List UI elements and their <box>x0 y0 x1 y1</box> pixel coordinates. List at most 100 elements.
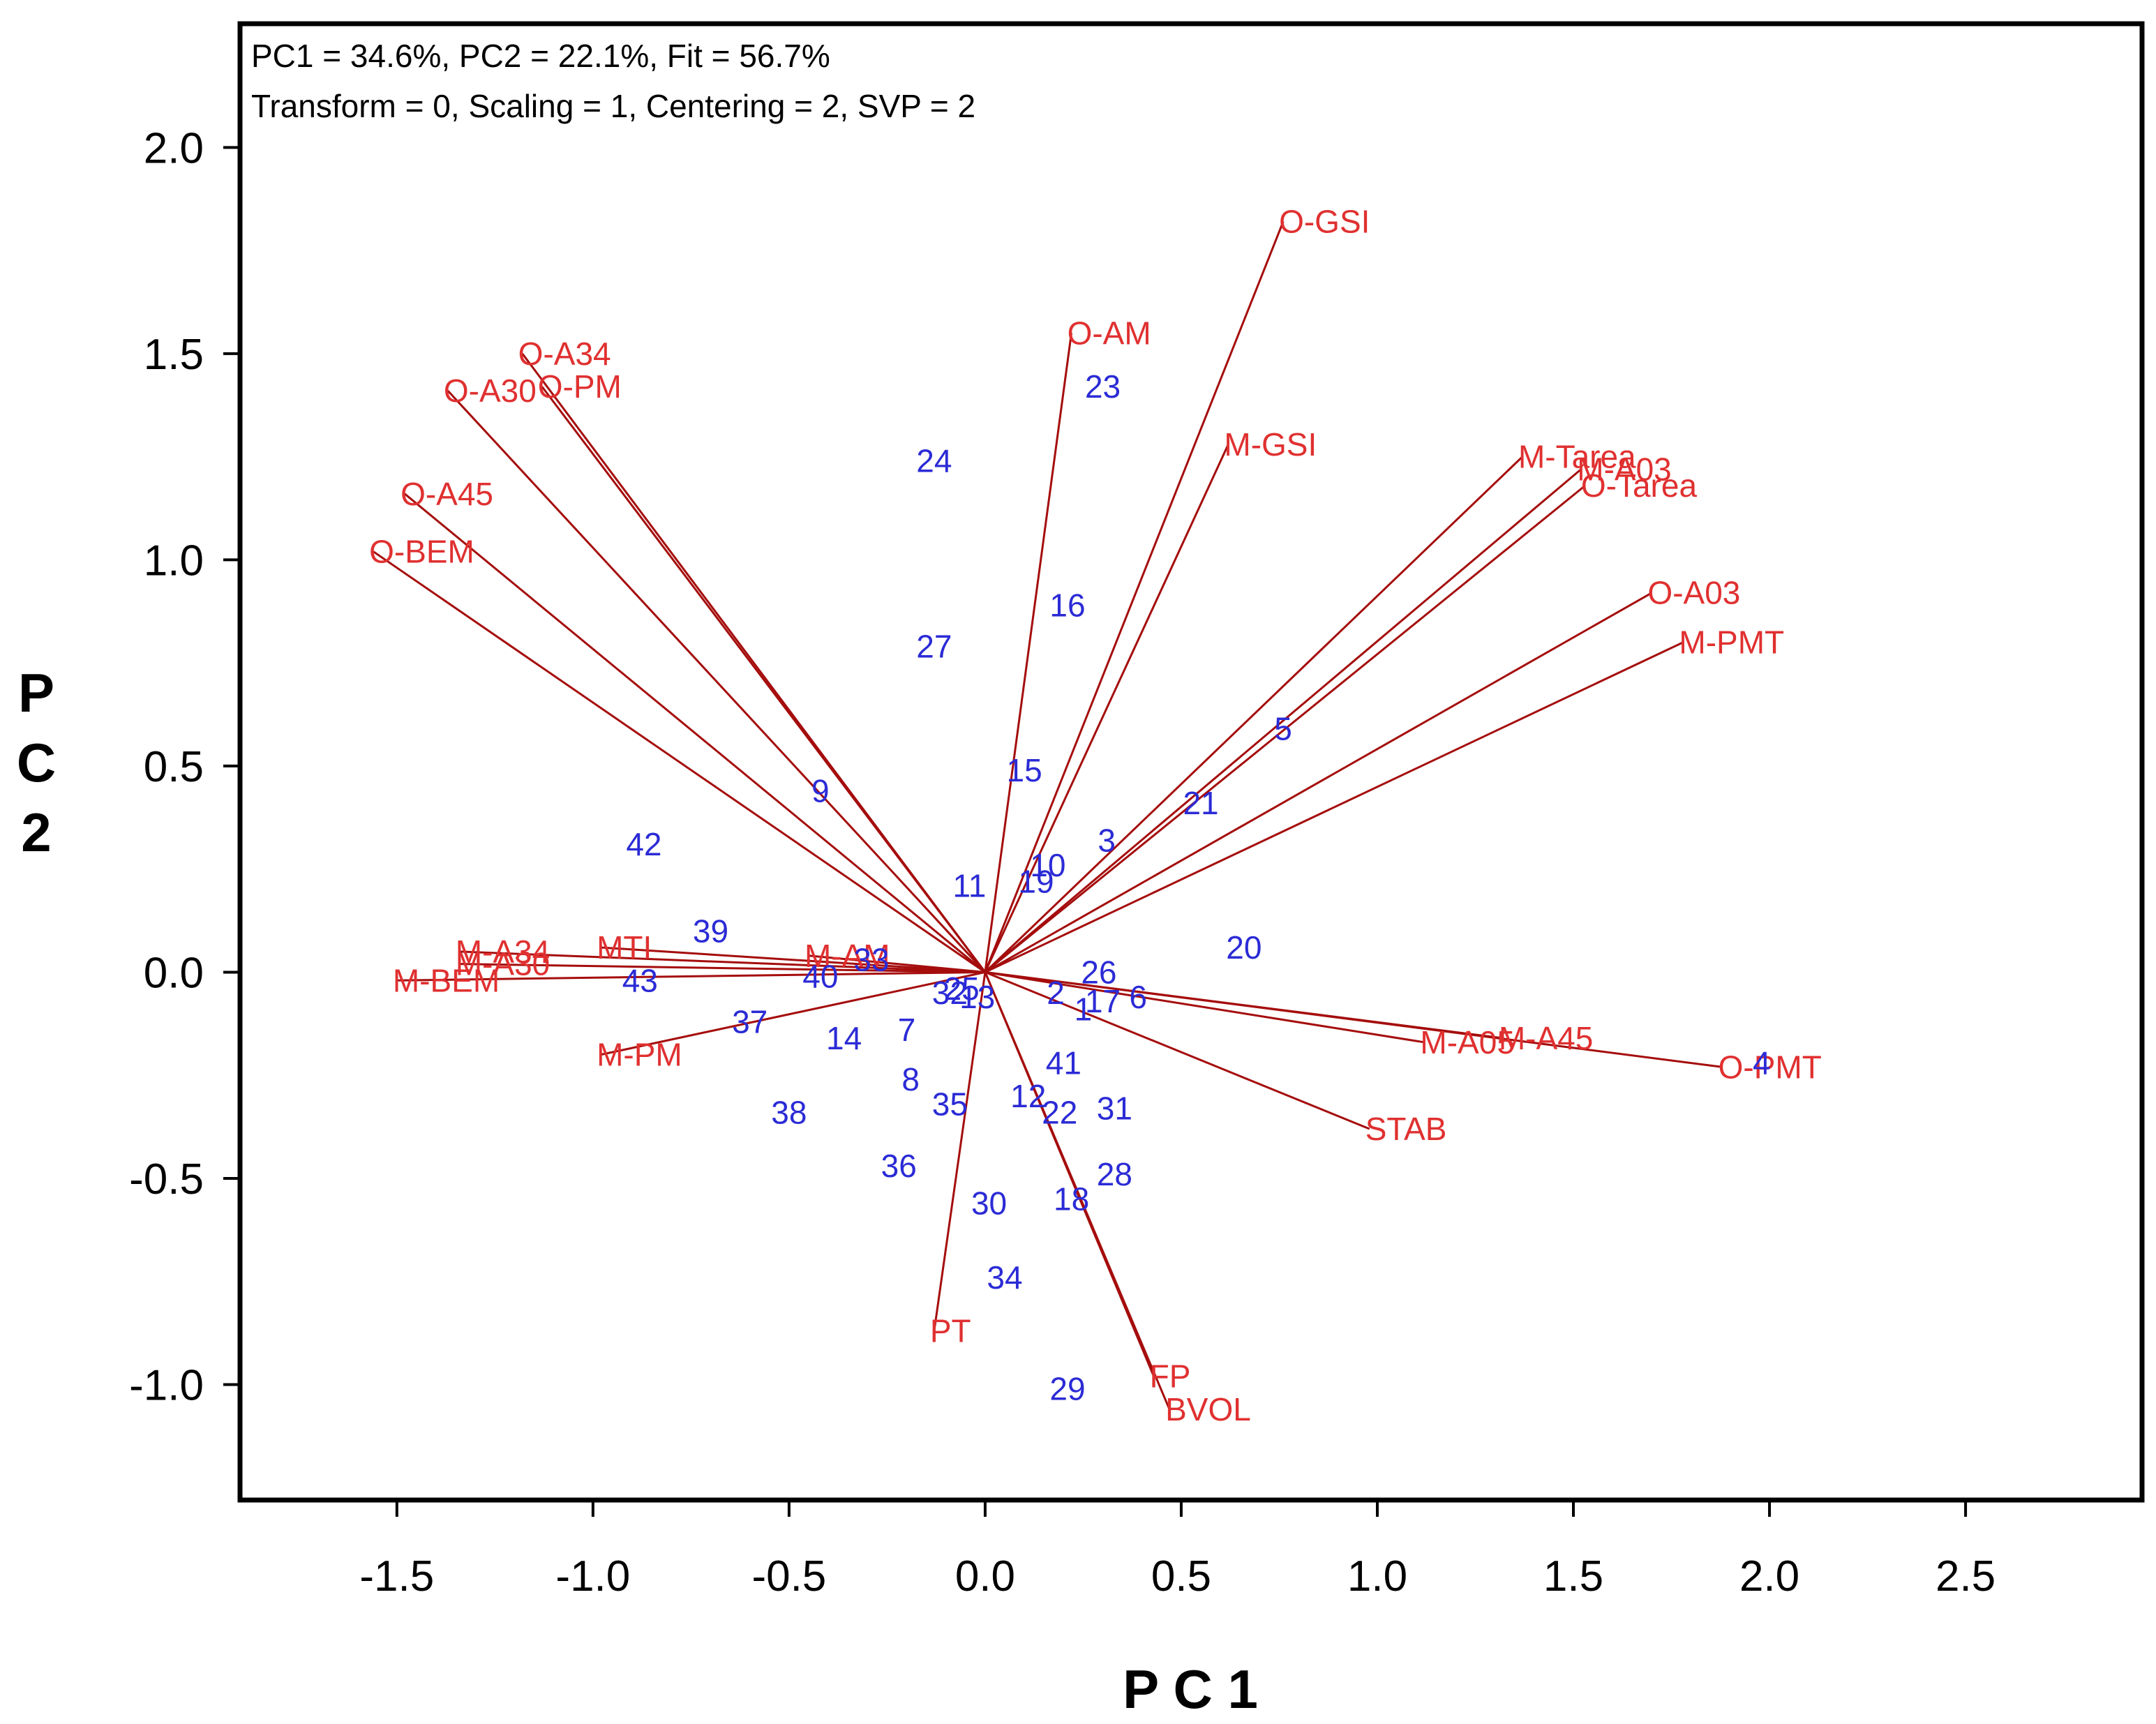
observation-point-38: 38 <box>771 1094 807 1130</box>
vector-label-m-pm: M-PM <box>597 1037 682 1073</box>
vector-label-stab: STAB <box>1365 1111 1447 1147</box>
y-axis-title-line-1: P <box>18 662 54 724</box>
observation-point-37: 37 <box>732 1003 768 1040</box>
vector-line-m-pmt <box>985 641 1684 973</box>
x-tick-label: 2.0 <box>1739 1552 1799 1601</box>
x-tick-label: -1.0 <box>555 1552 630 1601</box>
x-tick-label: -1.5 <box>359 1552 434 1601</box>
observation-point-23: 23 <box>1085 368 1121 405</box>
vector-label-m-a30: M-A30 <box>456 946 550 982</box>
observation-point-9: 9 <box>811 772 830 809</box>
vector-label-o-pm: O-PM <box>538 368 622 405</box>
observation-point-30: 30 <box>971 1185 1007 1221</box>
vector-label-pt: PT <box>930 1313 971 1349</box>
vector-line-m-bem <box>396 970 985 982</box>
y-tick-label: 1.0 <box>144 537 204 585</box>
observation-point-15: 15 <box>1007 752 1042 788</box>
vector-label-o-pmt: O-PMT <box>1719 1049 1822 1085</box>
observation-point-1: 1 <box>1075 991 1093 1028</box>
observation-point-3: 3 <box>1098 822 1116 858</box>
vector-label-m-a03: M-A03 <box>1577 451 1671 487</box>
vector-label-m-pmt: M-PMT <box>1679 624 1784 661</box>
y-tick-label: 2.0 <box>144 124 204 172</box>
vector-label-o-a30: O-A30 <box>444 373 537 409</box>
vector-line-o-a03 <box>985 592 1653 973</box>
observation-point-13: 13 <box>959 979 995 1015</box>
x-tick-label: 1.5 <box>1543 1552 1603 1601</box>
vector-line-m-pm <box>600 970 986 1056</box>
vector-line-m-a03 <box>984 468 1582 973</box>
observation-point-40: 40 <box>802 958 838 994</box>
vector-label-m-am: M-AM <box>804 938 890 974</box>
vector-line-stab <box>985 971 1370 1130</box>
observation-point-2: 2 <box>1047 975 1065 1011</box>
vector-label-m-a45: M-A45 <box>1499 1020 1593 1056</box>
observation-point-35: 35 <box>932 1086 968 1123</box>
x-tick-label: -0.5 <box>751 1552 826 1601</box>
settings-annotation: Transform = 0, Scaling = 1, Centering = … <box>251 88 975 124</box>
observation-point-5: 5 <box>1274 711 1292 747</box>
observation-point-12: 12 <box>1010 1078 1046 1114</box>
y-tick-label: 0.0 <box>144 949 204 997</box>
observation-point-7: 7 <box>898 1012 916 1048</box>
observation-point-42: 42 <box>626 826 661 862</box>
x-tick-label: 2.5 <box>1936 1552 1996 1601</box>
vector-label-o-tarea: O-Tarea <box>1581 467 1698 504</box>
observation-point-36: 36 <box>881 1148 917 1184</box>
vector-line-o-pm <box>541 386 987 973</box>
vector-line-pt <box>933 972 987 1331</box>
observation-point-33: 33 <box>853 942 889 978</box>
observation-point-43: 43 <box>622 962 658 998</box>
vector-line-bvol <box>984 971 1171 1410</box>
observation-point-24: 24 <box>916 443 952 479</box>
observation-point-22: 22 <box>1042 1094 1077 1130</box>
y-tick-label: 0.5 <box>144 743 204 791</box>
observation-point-6: 6 <box>1129 979 1147 1015</box>
axis-ticks: -1.5 -1.0 -0.5 0.0 0.5 1.0 1.5 2.0 2.5 2.0 1.5 1.0 0… <box>129 124 1996 1601</box>
observation-point-27: 27 <box>916 629 952 665</box>
observation-point-21: 21 <box>1183 785 1218 821</box>
observation-point-32: 32 <box>932 975 968 1011</box>
fit-summary-annotation: PC1 = 34.6%, PC2 = 22.1%, Fit = 56.7% <box>251 38 830 74</box>
plot-frame <box>237 21 2145 1503</box>
vector-line-o-a30 <box>447 390 987 973</box>
vector-label-m-a05: M-A05 <box>1420 1024 1514 1060</box>
vector-line-m-gsi <box>984 444 1229 973</box>
observation-point-26: 26 <box>1081 954 1116 990</box>
y-tick-label: -1.0 <box>129 1362 204 1410</box>
observation-point-39: 39 <box>693 913 728 949</box>
observation-labels: 1234567891011121314151617181920212223242… <box>622 368 1771 1407</box>
vector-label-o-am: O-AM <box>1068 315 1151 351</box>
vector-line-m-a05 <box>985 970 1425 1044</box>
observation-point-8: 8 <box>901 1061 920 1097</box>
vector-label-o-bem: O-BEM <box>369 534 474 570</box>
vector-label-o-gsi: O-GSI <box>1279 204 1370 240</box>
vector-line-o-bem <box>373 550 986 973</box>
vector-label-m-tarea: M-Tarea <box>1518 439 1636 475</box>
observation-point-16: 16 <box>1049 587 1085 623</box>
y-axis-title-line-3: 2 <box>21 802 51 863</box>
observation-point-41: 41 <box>1046 1044 1081 1081</box>
vector-line-o-gsi <box>984 221 1285 973</box>
vector-label-m-gsi: M-GSI <box>1224 426 1317 463</box>
observation-point-4: 4 <box>1753 1044 1771 1081</box>
vector-line-m-tarea <box>984 456 1523 973</box>
x-tick-label: 1.0 <box>1347 1552 1407 1601</box>
vector-label-bvol: BVOL <box>1165 1391 1251 1427</box>
observation-point-20: 20 <box>1226 929 1262 966</box>
variable-vectors <box>373 221 1723 1410</box>
vector-label-mti: MTI <box>597 929 652 966</box>
observation-point-31: 31 <box>1097 1090 1132 1126</box>
vector-line-m-a34 <box>459 950 985 973</box>
y-tick-label: 1.5 <box>144 331 204 379</box>
observation-point-28: 28 <box>1097 1156 1132 1192</box>
vector-label-m-a34: M-A34 <box>456 934 550 970</box>
vector-label-fp: FP <box>1150 1358 1191 1395</box>
observation-point-17: 17 <box>1085 983 1121 1019</box>
observation-point-14: 14 <box>826 1020 862 1056</box>
x-tick-label: 0.5 <box>1151 1552 1211 1601</box>
vector-label-m-bem: M-BEM <box>393 962 500 998</box>
vector-line-o-a45 <box>404 493 986 973</box>
vector-line-o-am <box>984 333 1073 973</box>
observation-point-18: 18 <box>1054 1181 1089 1217</box>
